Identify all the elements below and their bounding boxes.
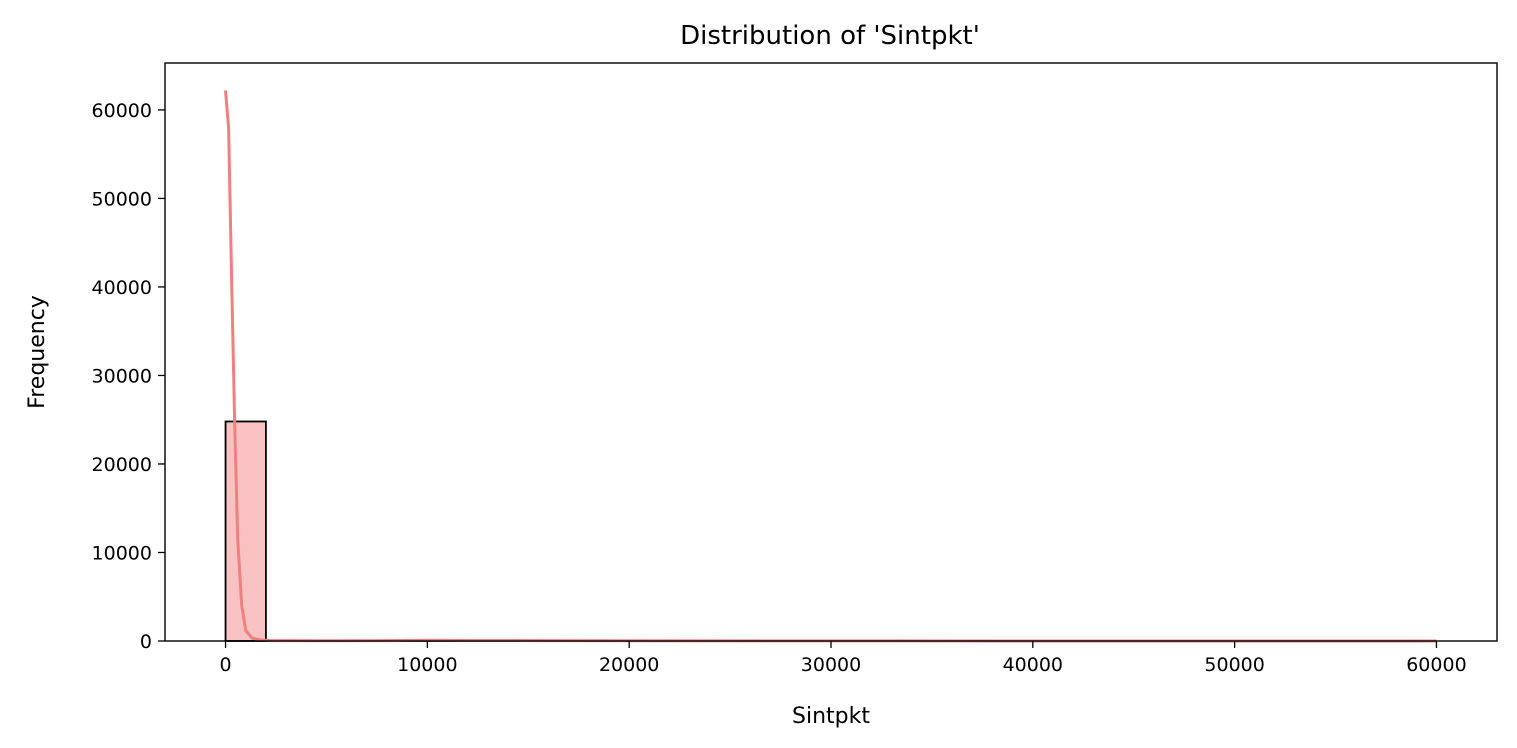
y-tick-label-6: 60000 bbox=[92, 100, 152, 122]
x-tick-label-0: 0 bbox=[219, 654, 231, 676]
x-axis-ticks: 0 10000 20000 30000 40000 50000 60000 bbox=[219, 641, 1467, 676]
histogram-bar-0 bbox=[224, 420, 267, 642]
x-tick-label-6: 60000 bbox=[1406, 654, 1466, 676]
y-axis-ticks: 0 10000 20000 30000 40000 50000 60000 bbox=[92, 100, 165, 653]
x-tick-label-5: 50000 bbox=[1204, 654, 1264, 676]
histogram-bars bbox=[224, 420, 590, 642]
x-tick-label-3: 30000 bbox=[801, 654, 861, 676]
x-tick-label-2: 20000 bbox=[599, 654, 659, 676]
plot-frame bbox=[164, 62, 1498, 642]
kde-line bbox=[224, 90, 1437, 643]
y-tick-label-4: 40000 bbox=[92, 277, 152, 299]
y-tick-label-0: 0 bbox=[140, 631, 152, 653]
x-axis-title: Sintpkt bbox=[792, 704, 870, 729]
y-tick-label-1: 10000 bbox=[92, 542, 152, 564]
x-tick-label-1: 10000 bbox=[397, 654, 457, 676]
chart-title: Distribution of 'Sintpkt' bbox=[680, 21, 980, 51]
x-tick-label-4: 40000 bbox=[1003, 654, 1063, 676]
y-axis-title: Frequency bbox=[25, 295, 50, 409]
y-tick-label-3: 30000 bbox=[92, 365, 152, 387]
y-tick-label-5: 50000 bbox=[92, 188, 152, 210]
y-tick-label-2: 20000 bbox=[92, 454, 152, 476]
kde-layer bbox=[224, 90, 1437, 643]
